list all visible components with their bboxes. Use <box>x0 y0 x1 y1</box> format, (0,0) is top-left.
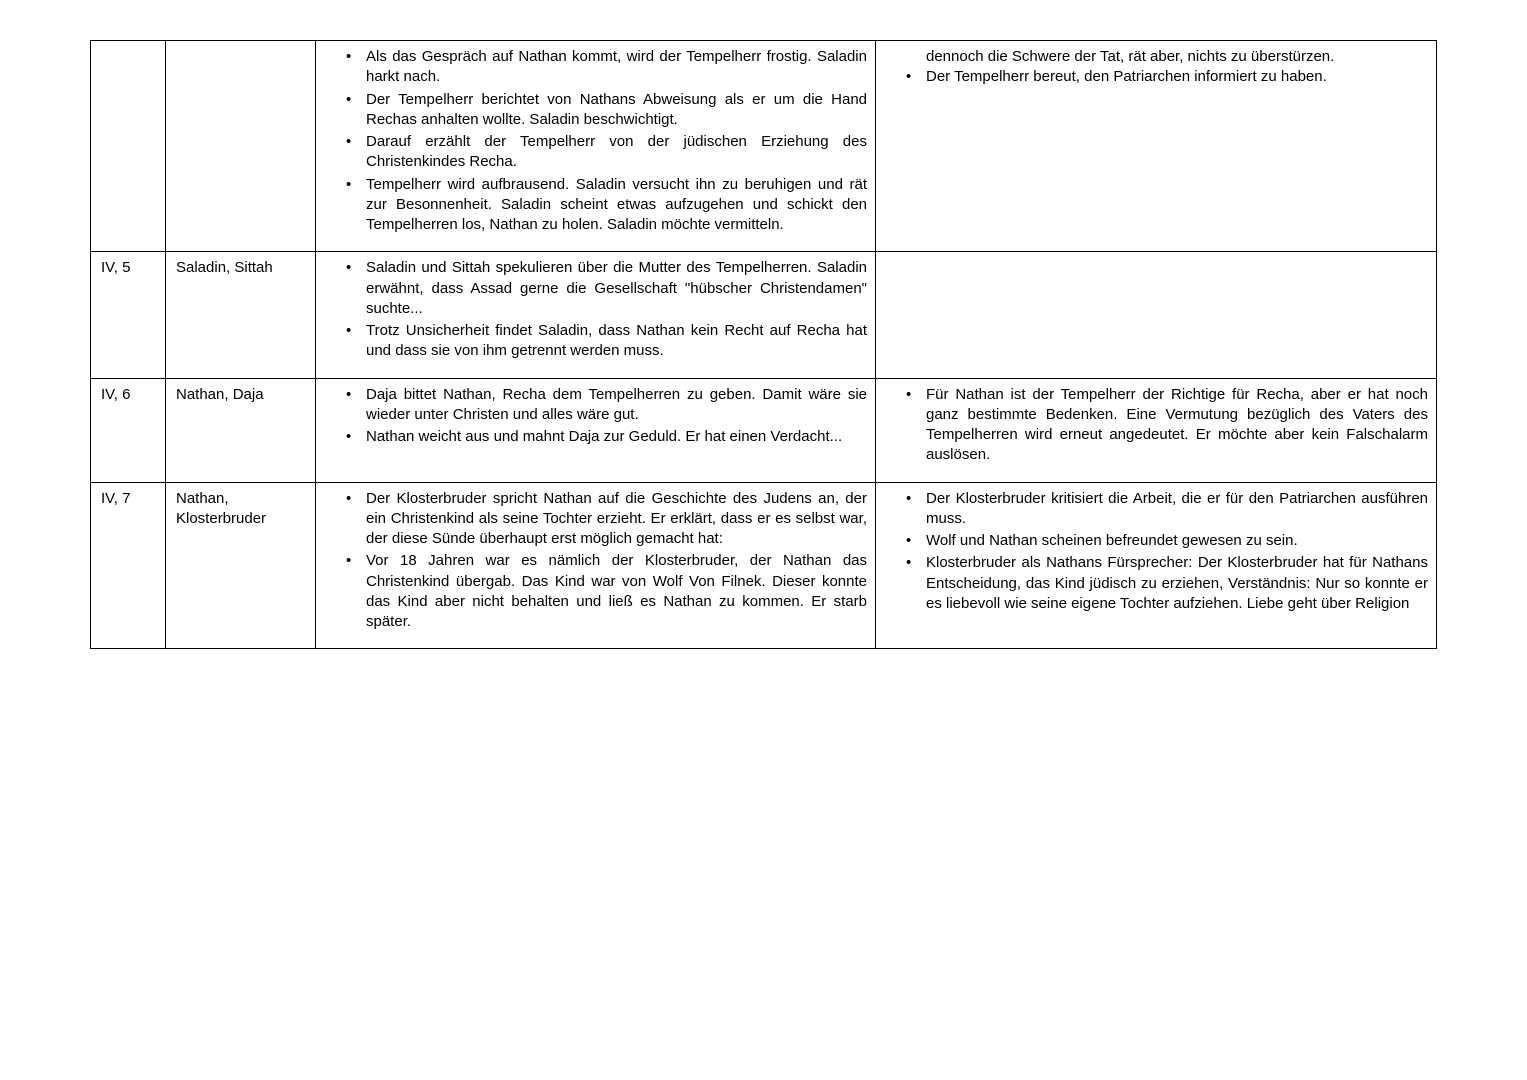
list-item: Trotz Unsicherheit findet Saladin, dass … <box>352 321 867 362</box>
table-row: IV, 5 Saladin, Sittah Saladin und Sittah s… <box>91 252 1437 378</box>
characters-cell <box>166 41 316 252</box>
continuation-text: dennoch die Schwere der Tat, rät aber, n… <box>884 47 1428 67</box>
scene-cell: IV, 7 <box>91 482 166 649</box>
list-item: Saladin und Sittah spekulieren über die … <box>352 258 867 319</box>
notes-list: Der Tempelherr bereut, den Patriarchen i… <box>884 67 1428 87</box>
scene-cell <box>91 41 166 252</box>
table-row: IV, 6 Nathan, Daja Daja bittet Nathan, Rec… <box>91 378 1437 482</box>
scene-label: IV, 6 <box>99 385 157 405</box>
characters-cell: Saladin, Sittah <box>166 252 316 378</box>
notes-cell: Der Klosterbruder kritisiert die Arbeit,… <box>876 482 1437 649</box>
characters-label: Nathan, Klosterbruder <box>174 489 307 530</box>
summary-cell: Saladin und Sittah spekulieren über die … <box>316 252 876 378</box>
characters-label: Saladin, Sittah <box>174 258 307 278</box>
characters-cell: Nathan, Daja <box>166 378 316 482</box>
table-row: IV, 7 Nathan, Klosterbruder Der Klosterbru… <box>91 482 1437 649</box>
list-item: Der Tempelherr bereut, den Patriarchen i… <box>912 67 1428 87</box>
list-item: Der Tempelherr berichtet von Nathans Abw… <box>352 90 867 131</box>
list-item: Vor 18 Jahren war es nämlich der Kloster… <box>352 551 867 632</box>
notes-cell: Für Nathan ist der Tempelherr der Richti… <box>876 378 1437 482</box>
scene-cell: IV, 5 <box>91 252 166 378</box>
scene-label: IV, 5 <box>99 258 157 278</box>
list-item: Darauf erzählt der Tempelherr von der jü… <box>352 132 867 173</box>
list-item: Daja bittet Nathan, Recha dem Tempelherr… <box>352 385 867 426</box>
summary-list: Der Klosterbruder spricht Nathan auf die… <box>324 489 867 633</box>
scene-table: Als das Gespräch auf Nathan kommt, wird … <box>90 40 1437 649</box>
list-item: Der Klosterbruder spricht Nathan auf die… <box>352 489 867 550</box>
list-item: Der Klosterbruder kritisiert die Arbeit,… <box>912 489 1428 530</box>
list-item: Nathan weicht aus und mahnt Daja zur Ged… <box>352 427 867 447</box>
summary-list: Daja bittet Nathan, Recha dem Tempelherr… <box>324 385 867 448</box>
list-item: Klosterbruder als Nathans Fürsprecher: D… <box>912 553 1428 614</box>
list-item: Für Nathan ist der Tempelherr der Richti… <box>912 385 1428 466</box>
notes-cell: dennoch die Schwere der Tat, rät aber, n… <box>876 41 1437 252</box>
list-item: Tempelherr wird aufbrausend. Saladin ver… <box>352 175 867 236</box>
summary-cell: Der Klosterbruder spricht Nathan auf die… <box>316 482 876 649</box>
table-row: Als das Gespräch auf Nathan kommt, wird … <box>91 41 1437 252</box>
scene-cell: IV, 6 <box>91 378 166 482</box>
summary-cell: Daja bittet Nathan, Recha dem Tempelherr… <box>316 378 876 482</box>
notes-list: Der Klosterbruder kritisiert die Arbeit,… <box>884 489 1428 615</box>
summary-list: Saladin und Sittah spekulieren über die … <box>324 258 867 361</box>
summary-cell: Als das Gespräch auf Nathan kommt, wird … <box>316 41 876 252</box>
summary-list: Als das Gespräch auf Nathan kommt, wird … <box>324 47 867 235</box>
characters-label: Nathan, Daja <box>174 385 307 405</box>
list-item: Als das Gespräch auf Nathan kommt, wird … <box>352 47 867 88</box>
list-item: Wolf und Nathan scheinen befreundet gewe… <box>912 531 1428 551</box>
scene-label: IV, 7 <box>99 489 157 509</box>
characters-cell: Nathan, Klosterbruder <box>166 482 316 649</box>
notes-cell <box>876 252 1437 378</box>
notes-list: Für Nathan ist der Tempelherr der Richti… <box>884 385 1428 466</box>
